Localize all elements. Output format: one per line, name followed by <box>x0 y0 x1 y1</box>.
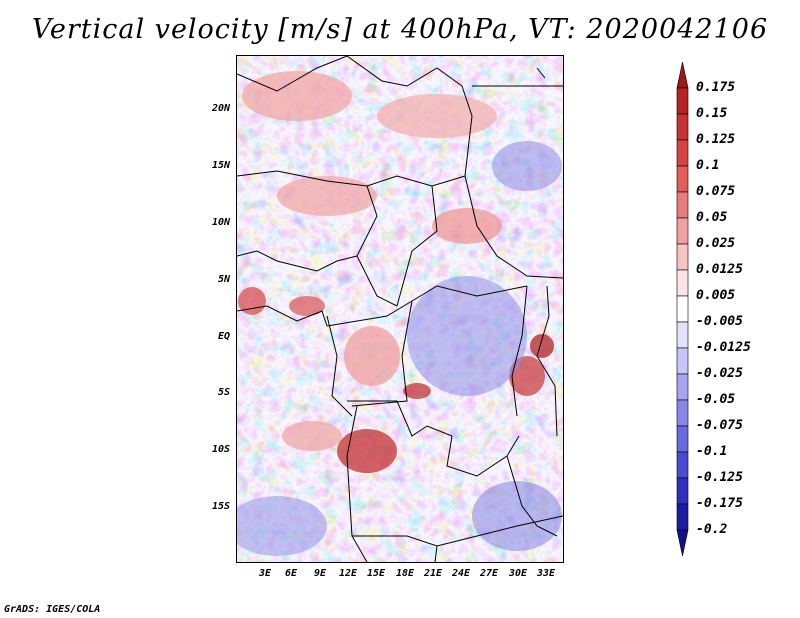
colorbar-tick-label: -0.0125 <box>696 340 751 355</box>
colorbar-segment <box>677 452 688 478</box>
colorbar-segment <box>677 62 688 88</box>
colorbar-tick-label: -0.005 <box>696 314 743 329</box>
colorbar-segment <box>677 530 688 556</box>
colorbar-segment <box>677 270 688 296</box>
colorbar-segment <box>677 348 688 374</box>
colorbar-segment <box>677 88 688 114</box>
colorbar-segments <box>677 62 688 556</box>
colorbar-segment <box>677 478 688 504</box>
colorbar-tick-label: 0.175 <box>696 80 735 95</box>
colorbar-tick-label: 0.075 <box>696 184 735 199</box>
colorbar-segment <box>677 218 688 244</box>
colorbar <box>0 0 800 618</box>
colorbar-tick-label: 0.15 <box>696 106 727 121</box>
colorbar-tick-label: 0.025 <box>696 236 735 251</box>
colorbar-segment <box>677 244 688 270</box>
colorbar-tick-label: 0.1 <box>696 158 719 173</box>
colorbar-tick-label: 0.125 <box>696 132 735 147</box>
colorbar-tick-label: 0.0125 <box>696 262 743 277</box>
colorbar-segment <box>677 192 688 218</box>
colorbar-segment <box>677 504 688 530</box>
colorbar-segment <box>677 140 688 166</box>
grads-credit: GrADS: IGES/COLA <box>4 604 100 615</box>
colorbar-tick-label: -0.05 <box>696 392 735 407</box>
colorbar-segment <box>677 400 688 426</box>
colorbar-segment <box>677 296 688 322</box>
colorbar-segment <box>677 374 688 400</box>
colorbar-segment <box>677 426 688 452</box>
colorbar-tick-label: -0.2 <box>696 522 727 537</box>
colorbar-segment <box>677 166 688 192</box>
colorbar-tick-label: -0.075 <box>696 418 743 433</box>
colorbar-tick-label: -0.125 <box>696 470 743 485</box>
colorbar-tick-label: -0.025 <box>696 366 743 381</box>
colorbar-tick-label: -0.1 <box>696 444 727 459</box>
colorbar-tick-label: 0.05 <box>696 210 727 225</box>
colorbar-segment <box>677 114 688 140</box>
colorbar-tick-label: 0.005 <box>696 288 735 303</box>
colorbar-segment <box>677 322 688 348</box>
colorbar-tick-label: -0.175 <box>696 496 743 511</box>
